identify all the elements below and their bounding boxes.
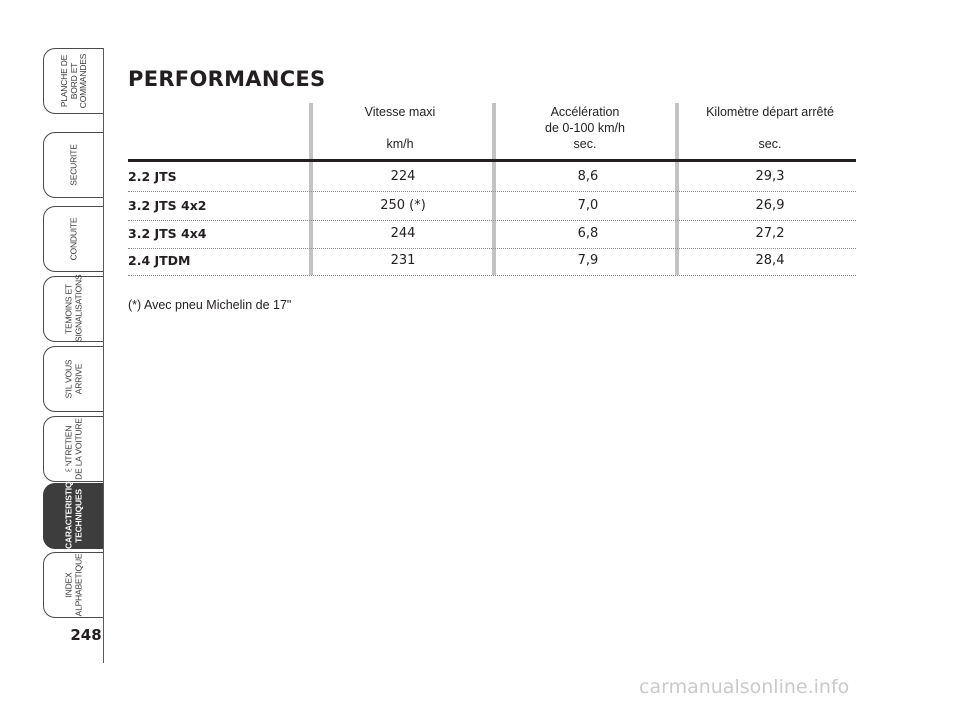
- sidebar-tab-label: INDEX ALPHABETIQUE: [63, 553, 83, 617]
- sidebar-tab-label: S'IL VOUS ARRIVE: [63, 359, 83, 399]
- max-speed-value: 250 (*): [380, 198, 426, 213]
- sidebar-tab-conduite[interactable]: CONDUITE: [43, 206, 103, 272]
- sidebar-tab-label: PLANCHE DE BORD ET COMMANDES: [58, 53, 88, 109]
- sidebar-tab-planche-de-bord[interactable]: PLANCHE DE BORD ET COMMANDES: [43, 48, 103, 114]
- acceleration-value: 7,0: [577, 198, 599, 213]
- header-line: [330, 120, 470, 136]
- max-speed-value: 244: [390, 226, 416, 241]
- sidebar-tab-index[interactable]: INDEX ALPHABETIQUE: [43, 552, 103, 618]
- acceleration-value: 7,9: [577, 253, 599, 268]
- header-line: Accélération: [550, 105, 620, 119]
- max-speed-value: 231: [390, 253, 416, 268]
- header-line: [690, 120, 850, 136]
- footnote: (*) Avec pneu Michelin de 17": [128, 298, 292, 312]
- sidebar-tab-label: TEMOINS ET SIGNALISATIONS: [63, 274, 83, 342]
- header-line: de 0-100 km/h: [545, 121, 625, 135]
- table-row: 3.2 JTS 4x2 250 (*) 7,0 26,9: [128, 192, 856, 221]
- model-name: 2.2 JTS: [128, 169, 177, 184]
- sidebar-tab-label: SECURITE: [67, 144, 78, 186]
- column-separator: [492, 103, 496, 275]
- acceleration-value: 8,6: [577, 169, 599, 184]
- header-unit: sec.: [758, 137, 782, 151]
- sidebar-tab-label: CARACTERISTIQUES TECHNIQUES: [63, 464, 83, 549]
- sidebar-tab-label: CONDUITE: [67, 217, 78, 261]
- header-line: Kilomètre départ arrêté: [706, 105, 834, 119]
- watermark-text: carmanualsonline.info: [639, 676, 850, 698]
- table-header-rule: [128, 159, 856, 162]
- header-unit: km/h: [386, 137, 414, 151]
- sidebar-tab-securite[interactable]: SECURITE: [43, 132, 103, 198]
- kilometre-value: 27,2: [755, 226, 785, 241]
- sidebar-tab-caracteristiques-techniques[interactable]: CARACTERISTIQUES TECHNIQUES: [43, 464, 103, 549]
- header-unit: sec.: [573, 137, 597, 151]
- sidebar-tab-temoins[interactable]: TEMOINS ET SIGNALISATIONS: [43, 274, 103, 342]
- page-number: 248: [70, 626, 102, 644]
- header-line: Vitesse maxi: [364, 105, 436, 119]
- column-separator: [309, 103, 313, 275]
- kilometre-value: 28,4: [755, 253, 785, 268]
- column-header-kilometre: Kilomètre départ arrêté sec.: [690, 104, 850, 152]
- acceleration-value: 6,8: [577, 226, 599, 241]
- model-name: 3.2 JTS 4x4: [128, 226, 207, 241]
- sidebar-tab-sil-vous-arrive[interactable]: S'IL VOUS ARRIVE: [43, 346, 103, 412]
- kilometre-value: 29,3: [755, 169, 785, 184]
- column-header-vitesse: Vitesse maxi km/h: [330, 104, 470, 152]
- column-header-acceleration: Accélération de 0-100 km/h sec.: [510, 104, 660, 152]
- column-separator: [675, 103, 679, 275]
- sidebar-divider-line: [103, 48, 104, 663]
- page-title: PERFORMANCES: [128, 67, 326, 91]
- table-row: 3.2 JTS 4x4 244 6,8 27,2: [128, 220, 856, 249]
- model-name: 3.2 JTS 4x2: [128, 198, 207, 213]
- model-name: 2.4 JTDM: [128, 253, 191, 268]
- sidebar-tab-entretien[interactable]: ENTRETIEN DE LA VOITURE: [43, 416, 103, 482]
- table-row: 2.2 JTS 224 8,6 29,3: [128, 163, 856, 192]
- kilometre-value: 26,9: [755, 198, 785, 213]
- max-speed-value: 224: [390, 169, 416, 184]
- table-row: 2.4 JTDM 231 7,9 28,4: [128, 247, 856, 276]
